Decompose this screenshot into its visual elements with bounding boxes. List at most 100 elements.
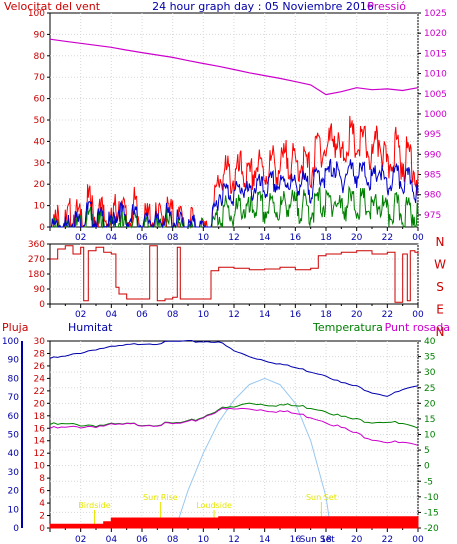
- x-tick-label: 02: [75, 535, 86, 544]
- rain-y-tick-label: 2: [39, 512, 45, 522]
- x-tick-label: 06: [136, 535, 148, 544]
- x-tick-label: 06: [136, 310, 148, 320]
- direction-compass-label: E: [436, 303, 444, 317]
- wind-direction-line: [50, 245, 419, 303]
- temperature-y-tick-label: 40: [424, 337, 436, 347]
- humidity-y-tick-label: 70: [8, 393, 20, 403]
- header-wind-speed-label: Velocitat del vent: [4, 0, 101, 13]
- rain-y-tick-label: 18: [34, 412, 46, 422]
- x-tick-label: 12: [228, 535, 239, 544]
- header-date-title: 24 hour graph day : 05 Noviembre 2016: [152, 0, 374, 13]
- dewpoint-line: [49, 407, 419, 446]
- rain-y-tick-label: 10: [34, 462, 46, 472]
- x-tick-label: 04: [106, 310, 118, 320]
- pressure-y-tick-label: 980: [424, 191, 441, 201]
- x-tick-label: 12: [228, 310, 239, 320]
- x-tick-label: 14: [259, 310, 271, 320]
- x-tick-label: 16: [290, 310, 302, 320]
- x-tick-label: 16: [290, 233, 302, 243]
- temperature-y-tick-label: 10: [424, 431, 436, 441]
- x-tick-label: 10: [198, 310, 210, 320]
- rain-y-tick-label: 14: [34, 437, 46, 447]
- wind-y-tick-label: 0: [39, 223, 45, 233]
- header-pressure-label: Pressió: [367, 0, 406, 13]
- sun-elevation-curve: [175, 377, 332, 529]
- pressure-y-tick-label: 1005: [424, 90, 447, 100]
- rain-y-tick-label: 20: [34, 399, 46, 409]
- wind-y-tick-label: 80: [34, 52, 46, 62]
- event-marker-label: Sun Rise: [143, 493, 178, 502]
- rain-y-tick-label: 26: [34, 362, 46, 372]
- humidity-y-tick-label: 30: [8, 468, 20, 478]
- x-tick-label: 22: [382, 310, 393, 320]
- humidity-y-tick-label: 50: [8, 431, 20, 441]
- direction-compass-label: W: [434, 258, 446, 272]
- pressure-line: [49, 38, 419, 96]
- x-tick-label: 20: [351, 535, 363, 544]
- pressure-y-tick-label: 1015: [424, 49, 447, 59]
- pressure-y-tick-label: 995: [424, 130, 441, 140]
- x-tick-label: 02: [75, 310, 86, 320]
- wind-y-tick-label: 10: [34, 202, 46, 212]
- direction-y-tick-label: 270: [28, 255, 45, 265]
- event-marker-label: Loudside: [196, 501, 232, 510]
- x-tick-label: 00: [412, 233, 424, 243]
- x-tick-label: 14: [259, 233, 271, 243]
- temperature-y-tick-label: -10: [424, 493, 439, 503]
- direction-y-tick-label: 0: [39, 300, 45, 310]
- humidity-y-tick-label: 60: [8, 412, 20, 422]
- humidity-y-tick-label: 100: [2, 337, 19, 347]
- rain-y-tick-label: 4: [39, 499, 45, 509]
- x-tick-label: 14: [259, 535, 271, 544]
- temperature-y-tick-label: 0: [424, 462, 430, 472]
- rain-axis-title: Pluja: [2, 321, 28, 334]
- x-tick-label: 22: [382, 535, 393, 544]
- x-tick-label: 12: [228, 233, 239, 243]
- rain-y-tick-label: 24: [34, 374, 46, 384]
- temperature-y-tick-label: 20: [424, 399, 436, 409]
- rain-y-tick-label: 30: [34, 337, 46, 347]
- sunset-mark-label: Set: [320, 535, 335, 544]
- x-tick-label: 04: [106, 535, 118, 544]
- pressure-y-tick-label: 1025: [424, 9, 447, 19]
- x-tick-label: 20: [351, 310, 363, 320]
- pressure-y-tick-label: 1020: [424, 29, 447, 39]
- temperature-y-tick-label: -20: [424, 524, 439, 534]
- temperature-axis-title: Temperatura: [312, 321, 383, 334]
- rain-area: [49, 516, 419, 529]
- direction-compass-label: N: [436, 235, 445, 249]
- direction-compass-label: N: [436, 325, 445, 339]
- dewpoint-axis-title: Punt rosada: [385, 321, 450, 334]
- wind-low-line: [50, 185, 419, 229]
- wind-y-tick-label: 90: [34, 30, 46, 40]
- pressure-y-tick-label: 1000: [424, 110, 447, 120]
- x-tick-label: 10: [198, 535, 210, 544]
- pressure-y-tick-label: 985: [424, 171, 441, 181]
- rain-y-tick-label: 16: [34, 424, 46, 434]
- event-marker-label: Birdside: [78, 501, 110, 510]
- temperature-y-tick-label: 30: [424, 368, 436, 378]
- wind-y-tick-label: 100: [28, 9, 45, 19]
- x-tick-label: 00: [412, 535, 424, 544]
- pressure-y-tick-label: 975: [424, 211, 441, 221]
- wind-y-tick-label: 60: [34, 95, 46, 105]
- temperature-y-tick-label: -15: [424, 508, 439, 518]
- humidity-y-tick-label: 90: [8, 356, 20, 366]
- direction-y-tick-label: 360: [28, 240, 45, 250]
- x-tick-label: 18: [320, 535, 332, 544]
- x-tick-label: 00: [412, 310, 424, 320]
- temperature-y-tick-label: -5: [424, 477, 433, 487]
- x-tick-label: 06: [136, 233, 148, 243]
- humidity-line: [49, 340, 419, 397]
- humidity-y-tick-label: 80: [8, 374, 20, 384]
- temperature-y-tick-label: 25: [424, 384, 435, 394]
- x-tick-label: 04: [106, 233, 118, 243]
- wind-y-tick-label: 40: [34, 137, 46, 147]
- humidity-axis-title: Humitat: [68, 321, 113, 334]
- sunset-mark-label: Sun: [300, 535, 317, 544]
- temperature-y-tick-label: 15: [424, 415, 435, 425]
- rain-y-tick-label: 12: [34, 449, 45, 459]
- humidity-y-tick-label: 40: [8, 449, 20, 459]
